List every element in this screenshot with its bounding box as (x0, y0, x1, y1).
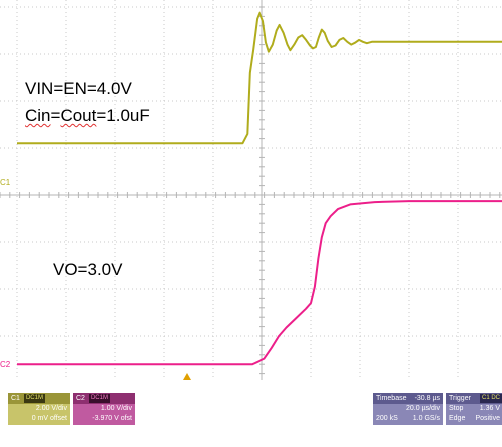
ch2-info-box[interactable]: C2 DC1M 1.00 V/div -3.970 V ofst (73, 393, 135, 425)
trigger-level: 1.36 V (479, 405, 500, 412)
trigger-type: Edge (449, 415, 466, 422)
trigger-mode: Stop (449, 405, 464, 412)
scope-plot (0, 0, 502, 380)
ch1-info-box[interactable]: C1 DC1M 2.00 V/div 0 mV offset (8, 393, 70, 425)
annotation-cout: Cout (60, 106, 97, 125)
ch1-label: C1 (11, 395, 20, 402)
annotation-capacitors: Cin=Cout=1.0uF (25, 107, 150, 124)
timebase-rate: 1.0 GS/s (412, 415, 440, 422)
ch1-coupling: DC1M (23, 394, 45, 403)
trigger-position-marker (183, 373, 191, 380)
trigger-slope: Positive (475, 415, 500, 422)
timebase-info-box[interactable]: Timebase -30.8 µs 20.0 µs/div 200 kS 1.0 G… (373, 393, 443, 425)
c1-marker: C1 (0, 178, 11, 187)
ch2-label: C2 (76, 395, 85, 402)
info-bar: C1 DC1M 2.00 V/div 0 mV offset C2 DC1M 1.0… (0, 385, 502, 447)
timebase-samples: 200 kS (376, 415, 398, 422)
ch1-offset: 0 mV offset (31, 415, 67, 422)
ch2-offset: -3.970 V ofst (92, 415, 132, 422)
timebase-tdiv: 20.0 µs/div (406, 405, 440, 412)
trigger-source: C1 DC (479, 394, 502, 403)
plot-traces (17, 11, 502, 366)
trigger-info-box[interactable]: Trigger C1 DC Stop 1.36 V Edge Positive (446, 393, 502, 425)
annotation-cap-value: =1.0uF (96, 106, 150, 125)
annotation-eq: = (50, 106, 61, 125)
annotation-cin: Cin (25, 106, 51, 125)
plot-grid (0, 0, 502, 380)
timebase-delay: -30.8 µs (414, 395, 440, 402)
trace-1 (17, 11, 502, 145)
timebase-label: Timebase (376, 395, 407, 402)
ch2-scale: 1.00 V/div (100, 405, 132, 412)
trigger-label: Trigger (449, 395, 471, 402)
annotation-vin: VIN=EN=4.0V (25, 79, 132, 98)
annotation-vo: VO=3.0V (53, 260, 123, 279)
c2-marker: C2 (0, 360, 11, 369)
ch2-coupling: DC1M (88, 394, 110, 403)
trace-2 (17, 200, 502, 366)
ch1-scale: 2.00 V/div (35, 405, 67, 412)
